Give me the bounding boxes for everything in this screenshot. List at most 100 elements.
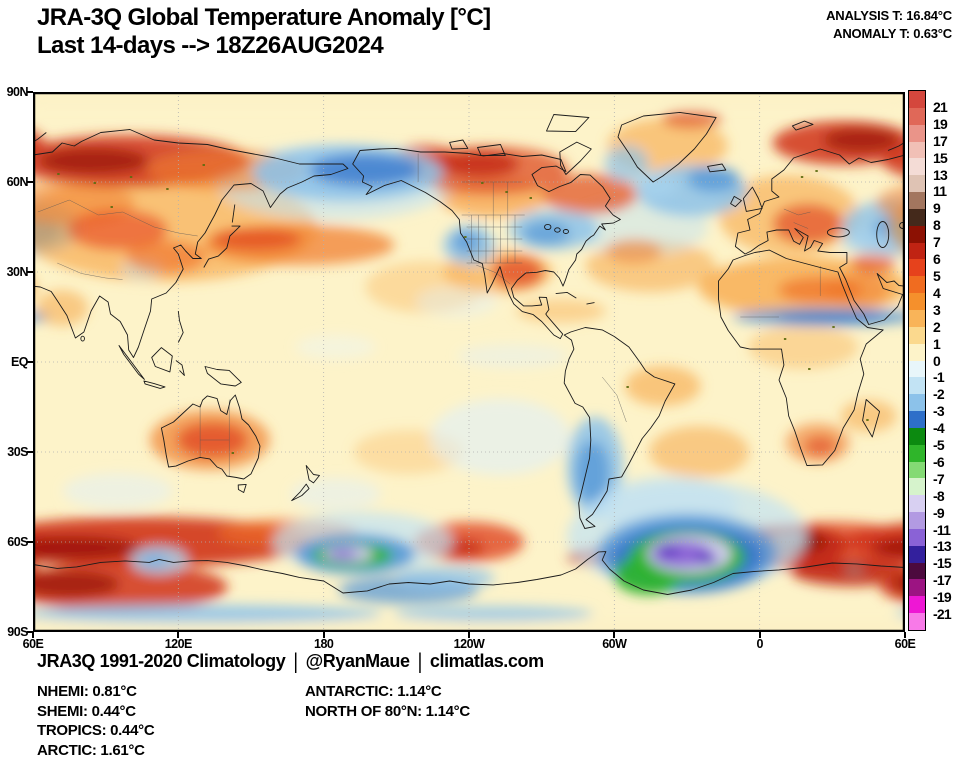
colorbar-segment	[909, 91, 925, 108]
colorbar-segment	[909, 377, 925, 395]
y-axis-tick	[27, 541, 33, 543]
colorbar-tick-label: -15	[933, 555, 952, 572]
colorbar-tick-label: -4	[933, 420, 945, 437]
x-axis-label: 60W	[602, 637, 627, 651]
colorbar-segment	[909, 478, 925, 496]
colorbar-tick-label: 0	[933, 352, 941, 369]
y-axis-tick	[27, 451, 33, 453]
colorbar-tick-label: -21	[933, 606, 952, 623]
stat-north80: NORTH OF 80°N: 1.14°C	[305, 702, 470, 720]
x-axis-label: 180	[314, 637, 334, 651]
page-title-line1: JRA-3Q Global Temperature Anomaly [°C]	[37, 4, 491, 31]
x-axis-tick	[177, 632, 180, 638]
colorbar-tick-label: 1	[933, 335, 941, 352]
colorbar-tick-label: -17	[933, 572, 952, 589]
colorbar-tick-label: -3	[933, 403, 945, 420]
colorbar-tick-label: 17	[933, 132, 948, 149]
colorbar-tick-label: 9	[933, 200, 941, 217]
colorbar-segment	[909, 360, 925, 378]
colorbar-tick-label: 7	[933, 234, 941, 251]
colorbar-tick-label: 6	[933, 251, 941, 268]
anomaly-map	[32, 91, 906, 633]
colorbar-tick-label: -19	[933, 589, 952, 606]
colorbar-tick-label: -8	[933, 487, 945, 504]
colorbar-segment	[909, 579, 925, 597]
colorbar-segment	[909, 444, 925, 462]
colorbar-segment	[909, 141, 925, 159]
page-title-line2: Last 14-days --> 18Z26AUG2024	[37, 32, 384, 59]
x-axis-tick	[758, 632, 761, 638]
map-layers	[33, 92, 905, 632]
colorbar-tick-label: 3	[933, 301, 941, 318]
stats-column-2: ANTARCTIC: 1.14°C NORTH OF 80°N: 1.14°C	[305, 682, 470, 721]
colorbar-tick-label: -1	[933, 369, 945, 386]
x-axis-label: 60E	[894, 637, 916, 651]
colorbar-segment	[909, 293, 925, 310]
colorbar-segment	[909, 107, 925, 125]
colorbar-tick-label: -7	[933, 470, 945, 487]
header-stats: ANALYSIS T: 16.84°C ANOMALY T: 0.63°C	[826, 7, 952, 43]
y-axis-tick	[27, 181, 33, 183]
colorbar-segment	[909, 411, 925, 428]
colorbar-segment	[909, 208, 925, 226]
colorbar-segment	[909, 427, 925, 445]
colorbar-tick-label: -6	[933, 453, 945, 470]
colorbar-segment	[909, 545, 925, 563]
colorbar-tick-label: 8	[933, 217, 941, 234]
credit-climatology: JRA3Q 1991-2020 Climatology	[37, 651, 286, 671]
y-axis-tick	[27, 271, 33, 273]
stat-nhemi: NHEMI: 0.81°C	[37, 683, 137, 700]
colorbar-segment	[909, 613, 925, 630]
y-axis-label: 60N	[6, 175, 29, 189]
colorbar-segment	[909, 326, 925, 344]
anomaly-field-layer	[33, 92, 905, 632]
y-axis-label: 30N	[6, 265, 29, 279]
y-axis-label: 90S	[7, 625, 28, 639]
x-axis-label: 120W	[453, 637, 485, 651]
x-axis-label: 0	[756, 637, 763, 651]
page-title: JRA-3Q Global Temperature Anomaly [°C] L…	[37, 4, 491, 60]
y-axis-label: 90N	[6, 85, 29, 99]
colorbar-tick-label: 19	[933, 115, 948, 132]
colorbar-segment	[909, 225, 925, 243]
y-axis-label: 60S	[7, 535, 28, 549]
credit-site: climatlas.com	[429, 651, 544, 671]
colorbar-tick-label: 15	[933, 149, 948, 166]
stat-antarctic: ANTARCTIC: 1.14°C	[305, 683, 442, 700]
colorbar-segment	[909, 528, 925, 546]
map-frame	[32, 91, 906, 633]
colorbar-tick-label: 4	[933, 284, 941, 301]
y-axis-label: 30S	[7, 445, 28, 459]
credit-author: @RyanMaue	[305, 651, 410, 671]
colorbar-tick-label: -5	[933, 437, 945, 454]
credit-separator: |	[417, 648, 423, 674]
colorbar-tick-label: -9	[933, 504, 945, 521]
x-axis-label: 60E	[22, 637, 44, 651]
y-axis-tick	[27, 91, 33, 93]
y-axis-tick	[27, 631, 33, 633]
terrain-speckles-layer	[57, 164, 869, 454]
colorbar	[908, 90, 926, 631]
colorbar-segment	[909, 394, 925, 412]
anomaly-temp: ANOMALY T: 0.63°C	[833, 26, 952, 41]
x-axis-label: 120E	[164, 637, 193, 651]
coastlines-layer	[33, 111, 905, 595]
colorbar-segment	[909, 495, 925, 513]
stat-shemi: SHEMI: 0.44°C	[37, 702, 136, 720]
credit-separator: |	[293, 648, 298, 674]
x-axis-tick	[613, 632, 616, 638]
colorbar-tick-label: 21	[933, 98, 948, 115]
x-axis-tick	[468, 632, 470, 638]
x-axis-tick	[32, 632, 34, 638]
x-axis-tick	[322, 632, 325, 638]
colorbar-segment	[909, 461, 925, 479]
colorbar-segment	[909, 343, 925, 361]
colorbar-segment	[909, 158, 925, 176]
y-axis-tick	[27, 361, 33, 363]
colorbar-segment	[909, 276, 925, 294]
colorbar-segment	[909, 124, 925, 142]
y-axis-label: EQ	[10, 355, 29, 369]
colorbar-tick-label: 13	[933, 166, 948, 183]
colorbar-tick-label: -11	[933, 521, 951, 538]
